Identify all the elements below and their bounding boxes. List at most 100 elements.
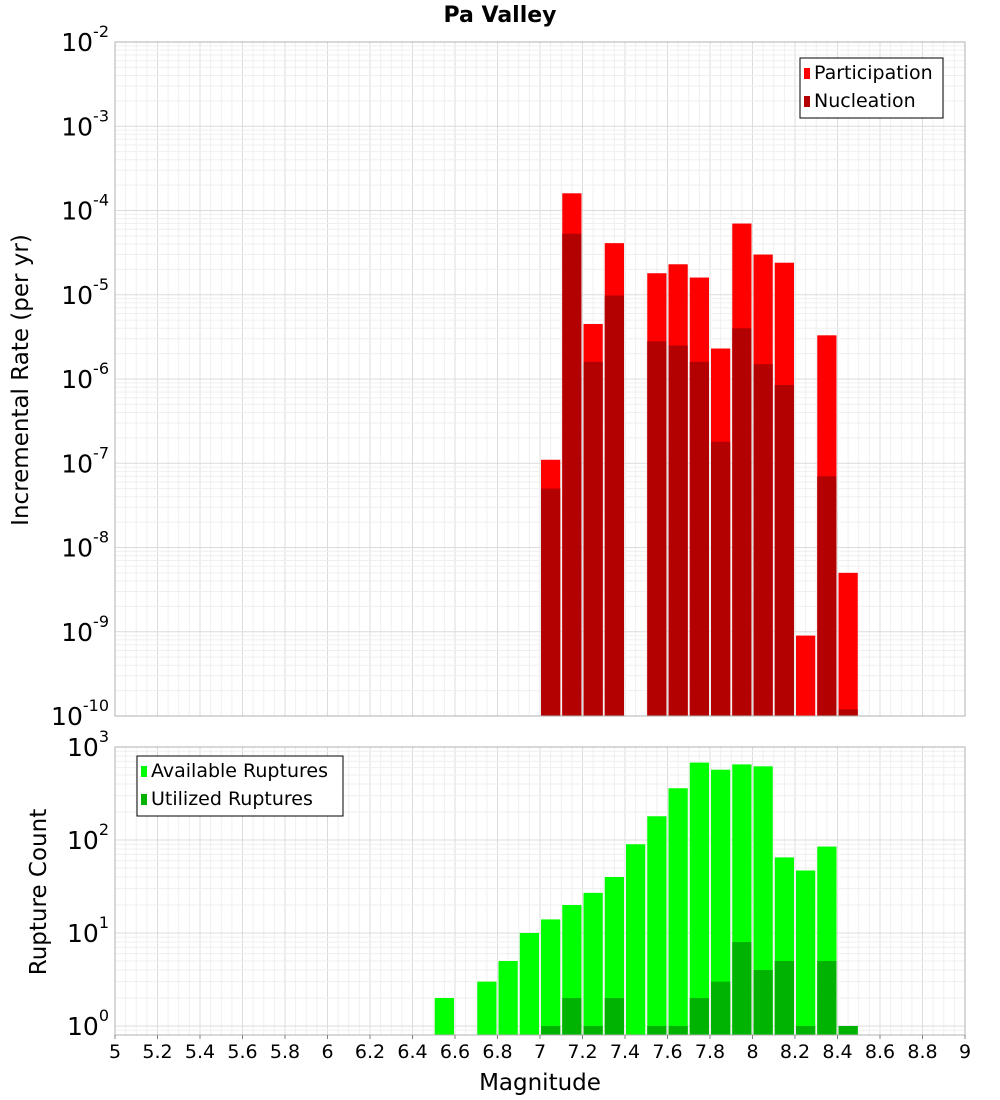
x-tick-label: 8.8 bbox=[907, 1041, 937, 1063]
bar-available-ruptures bbox=[434, 997, 454, 1035]
bar-nucleation bbox=[753, 364, 773, 716]
bar-available-ruptures bbox=[796, 870, 816, 1035]
legend-rate: Participation Nucleation bbox=[799, 57, 944, 119]
y-tick-label: 101 bbox=[67, 913, 109, 948]
x-tick-label: 5.2 bbox=[142, 1041, 172, 1063]
legend-swatch bbox=[141, 766, 147, 777]
y-tick-exponent: -6 bbox=[93, 359, 109, 378]
x-tick-label: 7 bbox=[534, 1041, 546, 1063]
bar-available-ruptures bbox=[626, 844, 646, 1035]
bar-utilized-ruptures bbox=[689, 997, 709, 1035]
bar-utilized-ruptures bbox=[562, 997, 582, 1035]
plot-border-rate bbox=[114, 41, 966, 717]
bar-nucleation bbox=[711, 441, 731, 716]
bar-utilized-ruptures bbox=[838, 1025, 858, 1035]
x-tick-label: 8.2 bbox=[780, 1041, 810, 1063]
bar-utilized-ruptures bbox=[711, 981, 731, 1035]
x-tick-label: 7.4 bbox=[610, 1041, 640, 1063]
bar-utilized-ruptures bbox=[732, 942, 752, 1035]
bar-nucleation bbox=[668, 345, 688, 716]
y-tick-label: 10-7 bbox=[61, 443, 109, 478]
y-tick-label: 10-5 bbox=[61, 275, 109, 310]
x-tick-label: 7.2 bbox=[567, 1041, 597, 1063]
bar-nucleation bbox=[774, 384, 794, 716]
x-tick-label: 5 bbox=[109, 1041, 121, 1063]
grid-rate bbox=[114, 41, 966, 717]
legend-swatch bbox=[804, 96, 810, 107]
bar-nucleation bbox=[838, 709, 858, 716]
bar-available-ruptures bbox=[541, 919, 561, 1035]
bar-nucleation bbox=[689, 361, 709, 716]
x-tick-label: 5.4 bbox=[185, 1041, 215, 1063]
y-tick-exponent: -3 bbox=[93, 106, 109, 125]
y-tick-label: 102 bbox=[67, 820, 109, 855]
bar-nucleation bbox=[562, 233, 582, 717]
y-tick-exponent: 1 bbox=[99, 913, 109, 932]
legend-count: Available Ruptures Utilized Ruptures bbox=[136, 755, 344, 817]
y-tick-exponent: -9 bbox=[93, 612, 109, 631]
chart-title: Pa Valley bbox=[443, 3, 556, 28]
bar-available-ruptures bbox=[753, 766, 773, 1035]
y-tick-label: 100 bbox=[67, 1006, 109, 1041]
y-axis-title-rate: Incremental Rate (per yr) bbox=[8, 234, 34, 526]
y-ticks-rate: 10-2 10-3 10-4 10-5 10-6 10-7 10-8 10-9 10-10 bbox=[51, 22, 109, 731]
bar-utilized-ruptures bbox=[668, 1025, 688, 1035]
y-tick-label: 103 bbox=[67, 727, 109, 762]
rate-plot: 10-2 10-3 10-4 10-5 10-6 10-7 10-8 10-9 10-10 Par… bbox=[51, 22, 966, 731]
x-tick-label: 6.2 bbox=[355, 1041, 385, 1063]
x-tick-label: 5.6 bbox=[227, 1041, 257, 1063]
x-ticks: 5 5.2 5.4 5.6 5.8 6 6.2 6.4 6.6 6.8 7 7.2 7.4 7.6 7.8 8… bbox=[109, 1035, 971, 1063]
x-axis-title: Magnitude bbox=[479, 1070, 601, 1096]
bar-available-ruptures bbox=[647, 816, 667, 1035]
y-tick-exponent: 0 bbox=[99, 1006, 109, 1025]
bar-utilized-ruptures bbox=[647, 1025, 667, 1035]
legend-box bbox=[799, 57, 944, 119]
x-tick-label: 6.8 bbox=[482, 1041, 512, 1063]
bar-available-ruptures bbox=[604, 877, 624, 1035]
bar-available-ruptures bbox=[668, 788, 688, 1035]
bar-participation bbox=[796, 635, 816, 716]
y-tick-label: 10-9 bbox=[61, 612, 109, 647]
y-ticks-count: 103 102 101 100 bbox=[67, 727, 109, 1041]
legend-label: Utilized Ruptures bbox=[151, 788, 313, 810]
bar-available-ruptures bbox=[689, 762, 709, 1035]
bar-utilized-ruptures bbox=[753, 969, 773, 1035]
y-tick-exponent: -5 bbox=[93, 275, 109, 294]
y-tick-exponent: -8 bbox=[93, 528, 109, 547]
y-tick-label: 10-6 bbox=[61, 359, 109, 394]
bar-available-ruptures bbox=[711, 769, 731, 1035]
x-tick-label: 6.6 bbox=[440, 1041, 470, 1063]
y-tick-label: 10-3 bbox=[61, 106, 109, 141]
x-tick-label: 6 bbox=[321, 1041, 333, 1063]
bar-utilized-ruptures bbox=[583, 1025, 603, 1035]
bar-available-ruptures bbox=[519, 932, 539, 1035]
y-tick-exponent: -4 bbox=[93, 191, 109, 210]
bar-available-ruptures bbox=[583, 892, 603, 1035]
legend-label: Participation bbox=[814, 62, 933, 84]
series-utilized-ruptures bbox=[541, 942, 858, 1035]
bar-nucleation bbox=[817, 476, 837, 716]
series-nucleation bbox=[541, 233, 858, 717]
y-tick-label: 10-2 bbox=[61, 22, 109, 57]
y-tick-exponent: -7 bbox=[93, 443, 109, 462]
legend-swatch bbox=[804, 68, 810, 79]
bar-utilized-ruptures bbox=[774, 960, 794, 1035]
bar-available-ruptures bbox=[477, 981, 497, 1035]
y-tick-label: 10-10 bbox=[51, 696, 109, 731]
legend-box bbox=[136, 755, 344, 817]
bar-available-ruptures bbox=[498, 960, 518, 1035]
x-tick-label: 9 bbox=[959, 1041, 971, 1063]
legend-label: Available Ruptures bbox=[151, 760, 328, 782]
bar-nucleation bbox=[583, 361, 603, 716]
x-tick-label: 5.8 bbox=[270, 1041, 300, 1063]
bar-nucleation bbox=[732, 328, 752, 716]
bar-utilized-ruptures bbox=[604, 997, 624, 1035]
x-tick-label: 8.6 bbox=[865, 1041, 895, 1063]
x-tick-label: 8.4 bbox=[822, 1041, 852, 1063]
bar-utilized-ruptures bbox=[541, 1025, 561, 1035]
legend-label: Nucleation bbox=[814, 90, 916, 112]
y-tick-label: 10-8 bbox=[61, 528, 109, 563]
x-tick-label: 8 bbox=[746, 1041, 758, 1063]
